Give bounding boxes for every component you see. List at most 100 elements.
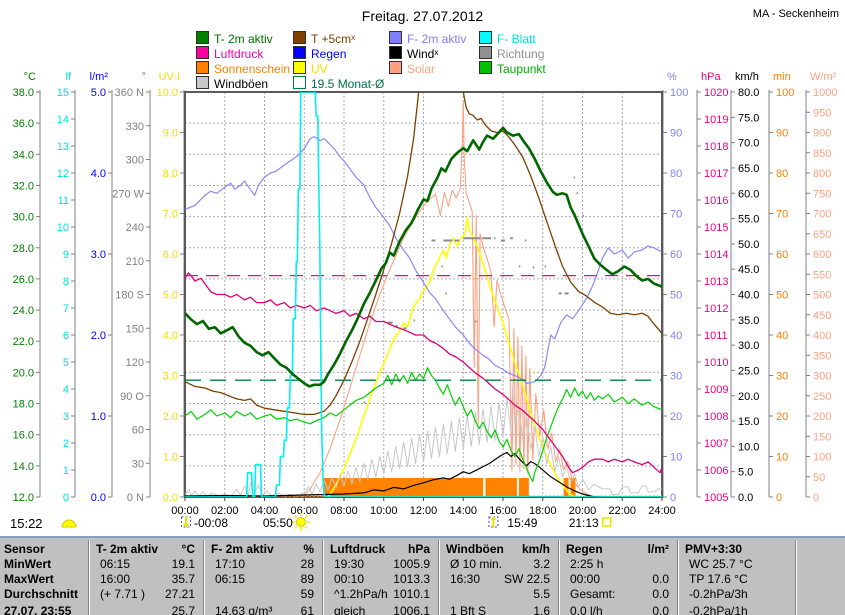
axis-text: 950	[813, 107, 831, 119]
axis-text: 34.0	[13, 149, 34, 161]
axis-text: 7.0	[163, 209, 178, 221]
legend-column: F- Blatt Richtung Taupunkt	[479, 31, 546, 76]
legend-item: T- 2m aktiv	[196, 31, 290, 46]
axis-text: 0	[670, 492, 676, 504]
legend-item: Windˣ	[389, 46, 466, 61]
table-divider	[204, 540, 205, 615]
axis-title: km/h	[735, 71, 759, 83]
table-cell: 35.7	[171, 572, 195, 586]
table-cell: 61	[300, 604, 314, 615]
legend-label: 19.5 Monat-Ø	[311, 77, 385, 91]
table-cell: T- 2m aktiv	[96, 542, 159, 556]
axis-text: 70	[670, 209, 682, 221]
axis-text: 20	[776, 411, 788, 423]
table-cell: Windböen	[446, 542, 504, 556]
axis-text: 1.0	[163, 452, 178, 464]
astro-marker-sunrise-icon	[291, 513, 310, 531]
axis-title: hPa	[701, 71, 721, 83]
axis-text: 700	[813, 209, 831, 221]
astro-marker-time: 21:13	[569, 516, 599, 530]
table-cell: 59	[300, 587, 314, 601]
axis-text: 40	[776, 330, 788, 342]
x-tick-label: 16:00	[489, 505, 517, 517]
axis-km/h	[730, 90, 735, 498]
legend-item: UV	[293, 61, 384, 76]
axis-text: 1016	[704, 195, 728, 207]
table-divider	[795, 540, 796, 615]
series-Solar	[301, 101, 662, 497]
series-UV	[327, 216, 662, 497]
series-Luftdruck	[185, 272, 662, 474]
legend-item: F- 2m aktiv	[389, 31, 466, 46]
legend-item: 19.5 Monat-Ø	[293, 76, 385, 91]
legend-swatch-icon	[196, 61, 209, 74]
table-cell: 28	[300, 557, 314, 571]
axis-text: 35.0	[738, 315, 759, 327]
x-tick-label: 10:00	[370, 505, 398, 517]
table-cell: 0.0	[652, 587, 669, 601]
series-Taupunkt	[185, 367, 662, 482]
axis-text: 3.0	[91, 249, 106, 261]
axis-UV-I	[180, 90, 185, 498]
axis-text: 60	[670, 249, 682, 261]
axis-text: 1020	[704, 87, 728, 99]
axis-text: 1012	[704, 303, 728, 315]
axis-text: 10	[57, 222, 69, 234]
table-cell: 27.21	[164, 587, 195, 601]
axis-text: 90	[670, 128, 682, 140]
axis-text: 0	[776, 492, 782, 504]
series-Windböen	[185, 382, 662, 497]
axis-text: 1005	[704, 492, 728, 504]
axis-text: 600	[813, 249, 831, 261]
axis-text: 10	[776, 452, 788, 464]
axis-text: 36.0	[13, 118, 34, 130]
axis-text: 240	[126, 222, 144, 234]
axis-text: 1014	[704, 249, 728, 261]
axis-text: 11	[58, 195, 69, 207]
astro-marker-time: 15:49	[507, 516, 537, 530]
axis-text: 2	[63, 438, 69, 450]
legend-label: F- Blatt	[497, 32, 536, 46]
series-Sonnenschein	[518, 477, 529, 497]
x-tick-label: 20:00	[569, 505, 597, 517]
legend-label: Solar	[407, 62, 436, 76]
table-cell: 16:00	[100, 572, 131, 586]
x-tick-label: 12:00	[410, 505, 438, 517]
axis-text: 4	[63, 384, 69, 396]
series-Sonnenschein	[563, 477, 569, 497]
axis-text: 900	[813, 128, 831, 140]
table-row-label: MinWert	[4, 557, 52, 571]
axis-text: 60.0	[738, 188, 759, 200]
axis-text: 0	[813, 492, 819, 504]
gridlines	[185, 92, 662, 497]
axis-text: 30	[776, 371, 788, 383]
axis-text: 0 N	[127, 492, 144, 504]
axis-text: 3	[63, 411, 69, 423]
axis-text: 90	[776, 128, 788, 140]
axis-text: 12.0	[13, 492, 34, 504]
legend-label: T +5cmˣ	[311, 32, 356, 46]
axis-text: 100	[670, 87, 688, 99]
axis-text: 6	[63, 330, 69, 342]
table-divider	[559, 540, 560, 615]
legend-label: Sonnenschein	[214, 62, 291, 76]
table-row-label: Durchschnitt	[4, 587, 79, 601]
table-cell: 0.0 l/h	[570, 604, 603, 615]
update-time: 15:22	[10, 516, 43, 531]
legend-swatch-icon	[293, 31, 306, 44]
axis-text: 70.0	[738, 138, 759, 150]
series-F- 2m aktiv	[185, 136, 662, 385]
axis-text: 100	[776, 87, 794, 99]
table-divider	[89, 540, 90, 615]
axis-text: 0.0	[738, 492, 753, 504]
table-divider	[439, 540, 440, 615]
axis-text: 10.0	[738, 441, 759, 453]
axis-text: 14	[57, 114, 69, 126]
station-label: MA - Seckenheim	[752, 8, 839, 20]
legend-item: Windböen	[196, 76, 290, 91]
axis-text: 15.0	[738, 416, 759, 428]
axis-text: 750	[813, 188, 831, 200]
table-cell: 1006.1	[393, 604, 430, 615]
table-cell: hPa	[407, 542, 430, 556]
series-layer	[185, 92, 662, 497]
